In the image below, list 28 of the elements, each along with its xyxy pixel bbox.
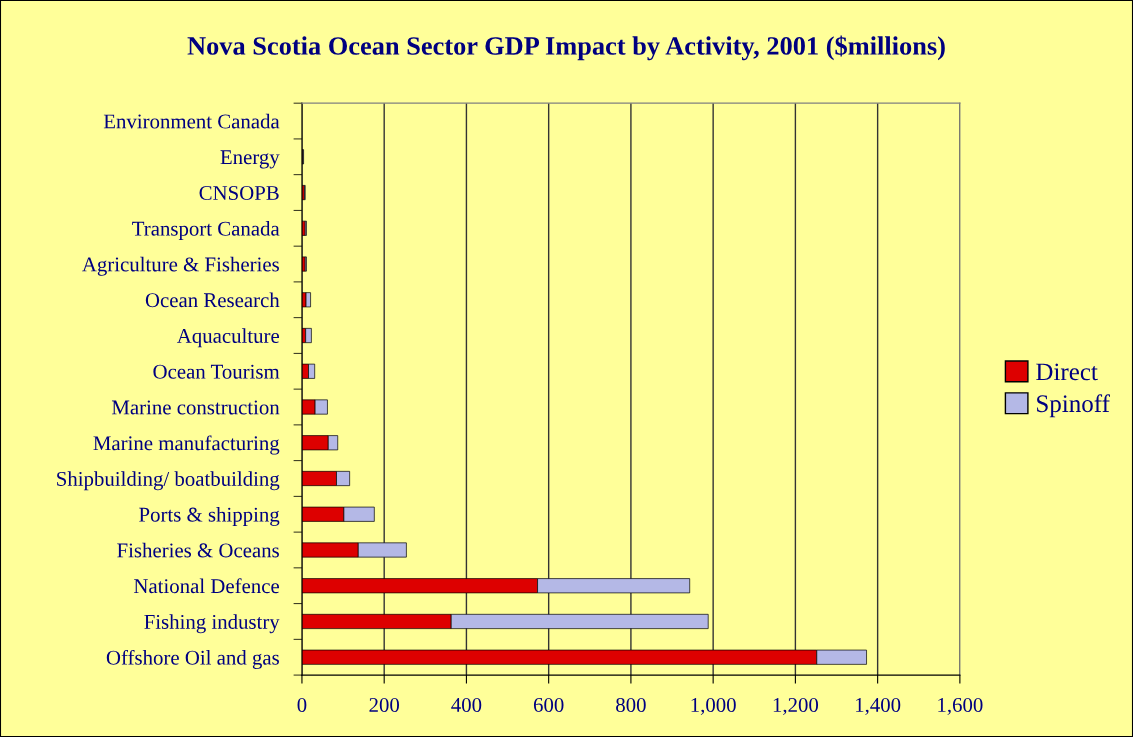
x-tick-label: 200: [369, 697, 400, 712]
y-tick-label: Ports & shipping: [139, 507, 280, 526]
y-tick-label: CNSOPB: [199, 185, 279, 200]
y-tick-label: Fishing industry: [144, 614, 280, 634]
x-tick-label: 1,000: [691, 697, 736, 715]
y-tick-label: Energy: [220, 150, 280, 169]
legend-label: Spinoff: [1037, 394, 1110, 418]
x-tick-label: 1,200: [773, 697, 819, 715]
y-tick-label: Transport Canada: [132, 221, 280, 240]
x-tick-label: 800: [616, 697, 646, 712]
y-tick-label: Marine manufacturing: [93, 435, 280, 455]
x-tick-label: 400: [451, 697, 482, 712]
y-tick-label: Ocean Tourism: [153, 364, 280, 379]
y-tick-label: Shipbuilding/ boatbuilding: [57, 471, 280, 491]
y-tick-label: Ocean Research: [145, 292, 280, 308]
y-tick-label: Fisheries & Oceans: [117, 542, 279, 558]
x-tick-label: 1,400: [856, 697, 901, 715]
y-tick-label: Marine construction: [111, 400, 280, 415]
y-tick-label: National Defence: [133, 578, 279, 594]
x-tick-label: 0: [297, 697, 307, 712]
y-tick-label: Aquaculture: [176, 328, 279, 348]
chart-title: Nova Scotia Ocean Sector GDP Impact by Activity, 2001 ($millions): [187, 35, 945, 61]
x-tick-label: 600: [533, 697, 564, 712]
legend-label: Direct: [1036, 363, 1098, 381]
y-tick-label: Environment Canada: [103, 113, 280, 129]
x-tick-label: 1,600: [938, 697, 983, 715]
y-tick-label: Agriculture & Fisheries: [82, 256, 279, 276]
y-tick-label: Offshore Oil and gas: [106, 649, 279, 670]
